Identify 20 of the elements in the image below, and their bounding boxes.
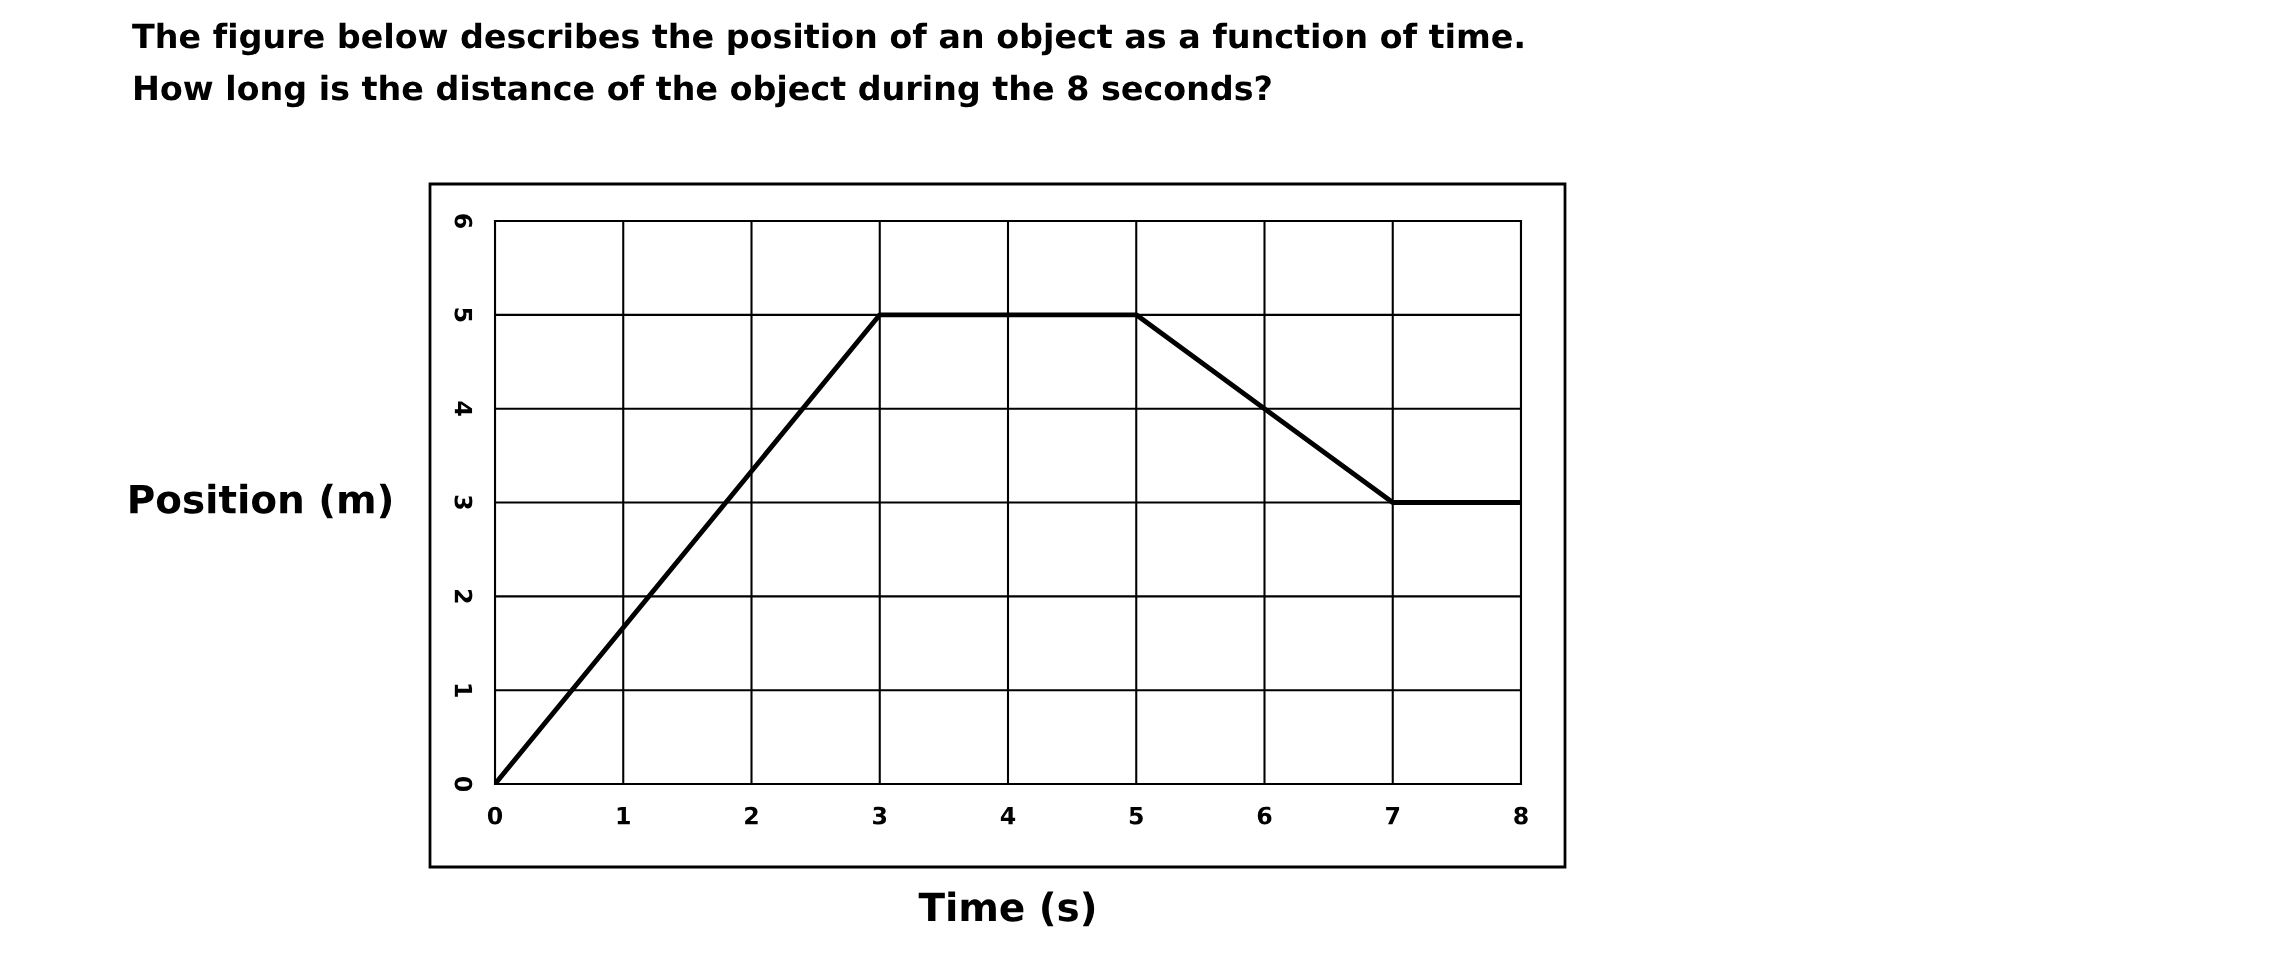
x-tick-label: 4 — [1000, 806, 1016, 825]
x-tick-label: 2 — [745, 806, 758, 825]
chart-title: The figure below describes the position of an object as a function of time. — [132, 22, 1523, 56]
x-axis-title: Time (s) — [918, 891, 1095, 927]
y-tick-label: 1 — [454, 684, 473, 697]
x-tick-label: 3 — [873, 806, 887, 825]
y-tick-label: 0 — [454, 776, 473, 792]
x-tick-label: 1 — [617, 806, 630, 825]
y-axis-title: Position (m) — [130, 483, 392, 519]
y-tick-label: 3 — [454, 495, 473, 509]
x-tick-label: 6 — [1257, 806, 1272, 825]
x-tick-label: 8 — [1514, 806, 1528, 825]
y-tick-label: 6 — [454, 214, 473, 228]
x-tick-label: 7 — [1386, 806, 1400, 825]
y-tick-label: 2 — [454, 589, 473, 603]
x-tick-label: 5 — [1129, 806, 1143, 825]
x-tick-label: 0 — [487, 806, 503, 825]
chart-subtitle: How long is the distance of the object during the 8 seconds? — [135, 74, 1271, 108]
y-tick-label: 5 — [454, 308, 473, 322]
y-tick-label: 4 — [454, 401, 473, 416]
